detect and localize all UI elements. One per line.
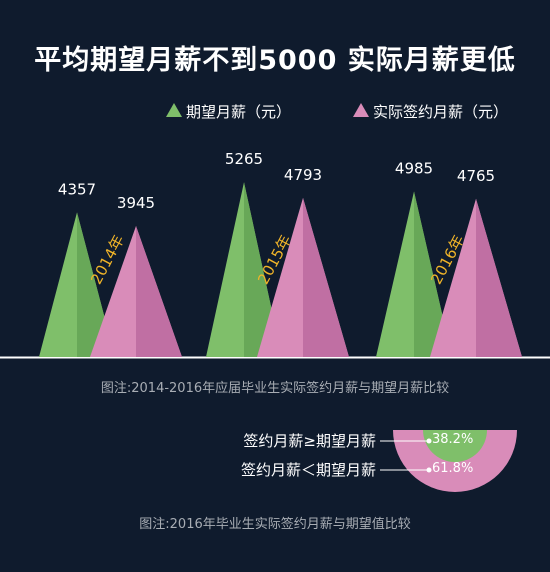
expected-value-label: 4985 [395,159,433,177]
actual-value-label: 4765 [457,167,495,185]
legend-actual: 实际签约月薪（元） [353,101,509,122]
triangle-icon [353,103,369,117]
actual-value-label: 4793 [284,166,322,184]
pie-value-lt: 61.8% [432,461,474,476]
pie-leader-dot [426,438,432,444]
legend-expected: 期望月薪（元） [166,101,292,122]
pie-slice-gte [423,430,487,462]
pie-value-gte: 38.2% [432,432,474,447]
actual-triangle-shade [136,226,182,357]
legend-expected-label: 期望月薪（元） [186,103,292,121]
pie-label-lt: 签约月薪＜期望月薪 [240,461,376,479]
triangle-icon [166,103,182,117]
pie-caption: 图注:2016年毕业生实际签约月薪与期望值比较 [139,517,411,532]
expected-value-label: 4357 [58,180,96,198]
pie-label-gte: 签约月薪≥期望月薪 [243,432,376,450]
actual-triangle-shade [303,197,349,357]
actual-triangle-shade [476,198,522,357]
chart-title: 平均期望月薪不到5000 实际月薪更低 [34,45,516,76]
pie-leader-dot [426,467,432,473]
chart-caption: 图注:2014-2016年应届毕业生实际签约月薪与期望月薪比较 [100,381,450,396]
actual-value-label: 3945 [117,194,155,212]
expected-value-label: 5265 [225,150,263,168]
legend-actual-label: 实际签约月薪（元） [373,103,509,121]
